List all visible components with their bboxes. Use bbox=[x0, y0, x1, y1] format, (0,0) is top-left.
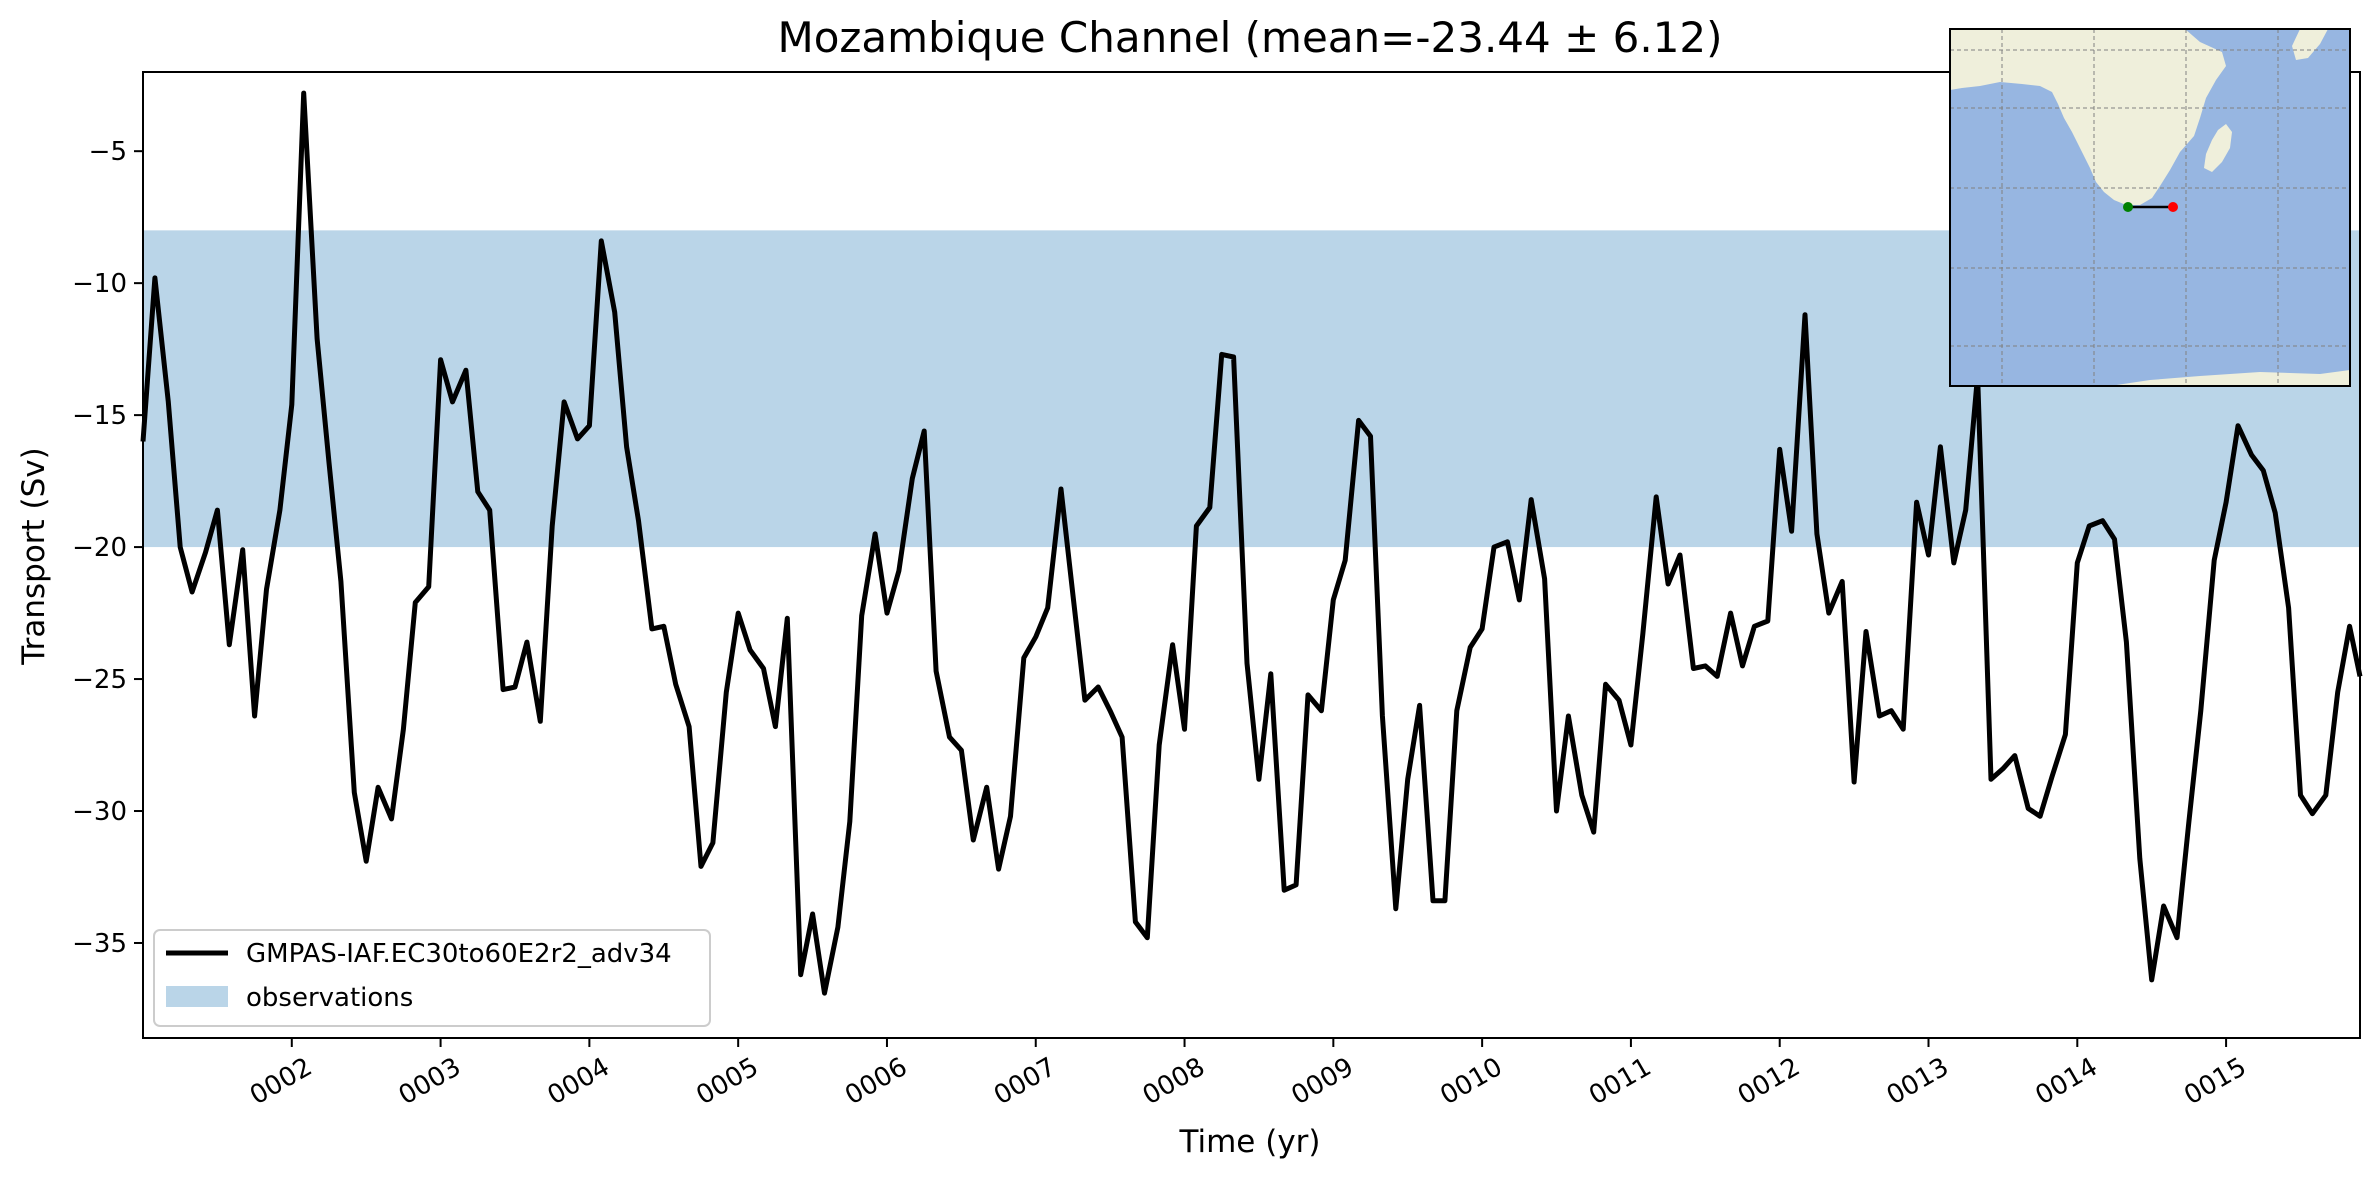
chart-title: Mozambique Channel (mean=-23.44 ± 6.12) bbox=[777, 13, 1722, 62]
madagascar-land bbox=[2204, 124, 2232, 172]
y-tick-label: −30 bbox=[72, 797, 127, 827]
y-tick-label: −20 bbox=[72, 533, 127, 563]
legend: GMPAS-IAF.EC30to60E2r2_adv34 observation… bbox=[153, 929, 711, 1027]
y-tick-label: −35 bbox=[72, 929, 127, 959]
inset-map bbox=[1949, 28, 2351, 387]
inset-frame bbox=[1949, 28, 2351, 387]
y-tick-label: −25 bbox=[72, 665, 127, 695]
arabia-land bbox=[2292, 29, 2328, 60]
y-tick-label: −15 bbox=[72, 401, 127, 431]
legend-swatch-observations bbox=[166, 986, 228, 1007]
series-layer bbox=[140, 90, 2363, 996]
legend-label-observations: observations bbox=[246, 983, 413, 1013]
axes-frame bbox=[142, 71, 2361, 1039]
y-axis-label: Transport (Sv) bbox=[16, 447, 52, 666]
y-axis: −35 −30 −25 −20 −15 −10 −5 bbox=[72, 137, 143, 959]
transect-start-point bbox=[2123, 202, 2133, 212]
series-line-0 bbox=[140, 90, 2363, 996]
y-tick-label: −10 bbox=[72, 269, 127, 299]
transect-end-point bbox=[2168, 202, 2178, 212]
legend-box bbox=[153, 929, 711, 1027]
inset-gridlines bbox=[1950, 29, 2350, 386]
africa-land bbox=[1950, 29, 2226, 205]
y-tick-label: −5 bbox=[89, 137, 127, 167]
antarctica-land bbox=[2110, 370, 2350, 386]
x-axis-label: Time (yr) bbox=[1179, 1124, 1321, 1160]
legend-label-model: GMPAS-IAF.EC30to60E2r2_adv34 bbox=[246, 939, 672, 969]
